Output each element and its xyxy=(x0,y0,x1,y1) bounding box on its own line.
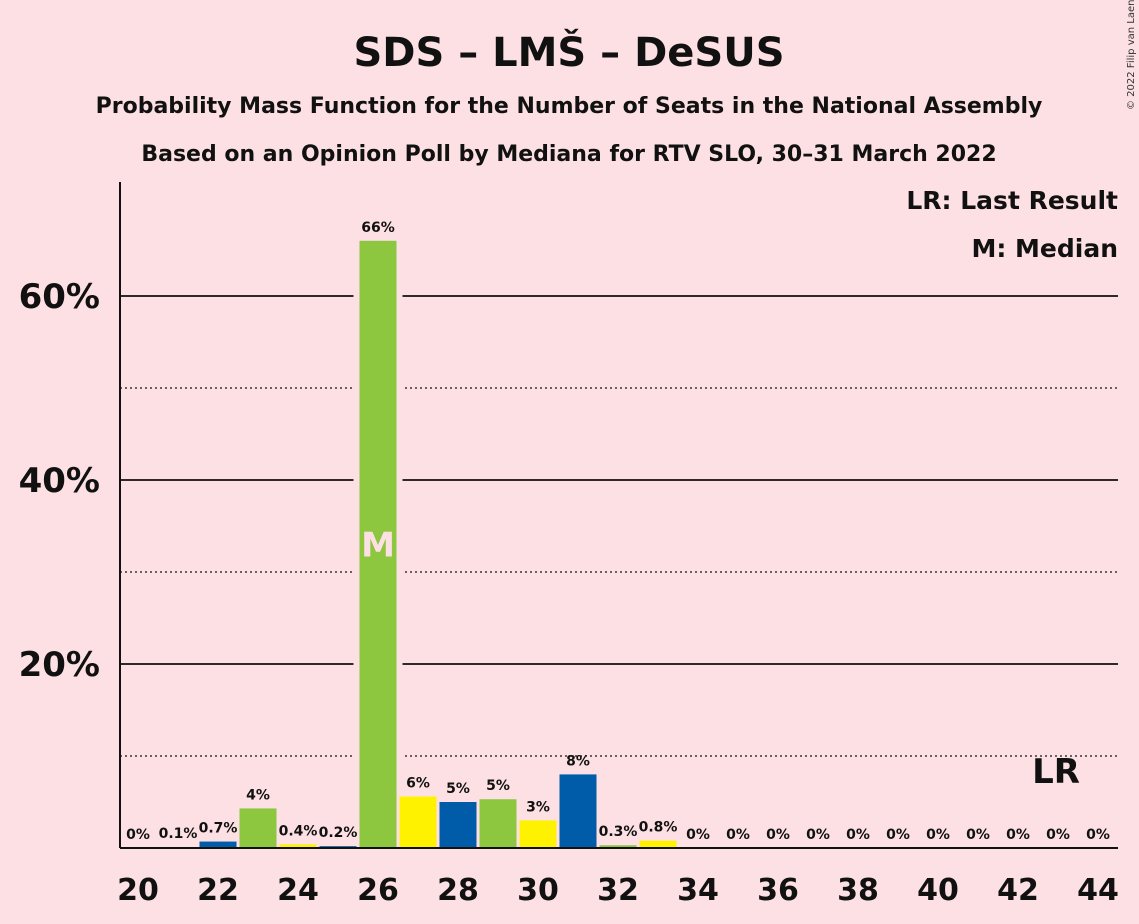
x-tick-label: 36 xyxy=(757,873,799,908)
x-tick-label: 34 xyxy=(677,873,719,908)
legend-last-result: LR: Last Result xyxy=(906,186,1118,215)
data-label-seat-42: 0% xyxy=(1006,827,1030,843)
data-label-seat-25: 0.2% xyxy=(319,825,358,841)
bar-seat-29 xyxy=(479,799,517,848)
x-tick-label: 40 xyxy=(917,873,959,908)
bar-seat-23 xyxy=(239,808,277,848)
data-label-seat-33: 0.8% xyxy=(639,820,678,836)
x-tick-label: 22 xyxy=(197,873,239,908)
data-label-seat-29: 5% xyxy=(486,778,510,794)
data-label-seat-27: 6% xyxy=(406,775,430,791)
bars xyxy=(159,240,677,849)
data-label-seat-39: 0% xyxy=(886,827,910,843)
y-tick-label: 40% xyxy=(19,461,100,501)
data-label-seat-26: 66% xyxy=(361,220,395,236)
x-tick-label: 26 xyxy=(357,873,399,908)
axes: 20% 40% 60% 20 22 24 26 28 30 32 34 36 38 40 42 44 xyxy=(19,182,1119,908)
x-tick-label: 20 xyxy=(117,873,159,908)
bar-seat-32 xyxy=(599,845,637,848)
bar-seat-28 xyxy=(439,802,477,848)
data-label-seat-41: 0% xyxy=(966,827,990,843)
chart-title: SDS – LMŠ – DeSUS xyxy=(353,28,784,76)
gridlines xyxy=(120,240,1118,849)
y-tick-label: 60% xyxy=(19,277,100,317)
x-tick-label: 38 xyxy=(837,873,879,908)
data-label-seat-34: 0% xyxy=(686,827,710,843)
chart-subtitle: Probability Mass Function for the Number… xyxy=(96,94,1043,119)
chart-subtitle-source: Based on an Opinion Poll by Mediana for … xyxy=(141,142,996,167)
data-label-seat-35: 0% xyxy=(726,827,750,843)
median-marker: M xyxy=(361,525,395,565)
data-label-seat-21: 0.1% xyxy=(159,826,198,842)
data-label-seat-32: 0.3% xyxy=(599,824,638,840)
data-label-seat-40: 0% xyxy=(926,827,950,843)
data-label-seat-38: 0% xyxy=(846,827,870,843)
legend-median: M: Median xyxy=(971,234,1118,263)
bar-seat-33 xyxy=(639,840,677,848)
copyright-text: © 2022 Filip van Laenen xyxy=(1126,0,1137,110)
x-tick-label: 32 xyxy=(597,873,639,908)
data-labels: 0% 0.1% 0.7% 4% 0.4% 0.2% 66% 6% 5% 5% 3% 8% 0.3% 0.8… xyxy=(126,220,1110,843)
data-label-seat-30: 3% xyxy=(526,799,550,815)
x-tick-label: 30 xyxy=(517,873,559,908)
bar-seat-30 xyxy=(519,820,557,848)
x-tick-label: 24 xyxy=(277,873,319,908)
x-tick-label: 28 xyxy=(437,873,479,908)
x-tick-label: 44 xyxy=(1077,873,1119,908)
data-label-seat-36: 0% xyxy=(766,827,790,843)
data-label-seat-22: 0.7% xyxy=(199,821,238,837)
data-label-seat-31: 8% xyxy=(566,753,590,769)
bar-seat-27 xyxy=(399,796,437,848)
data-label-seat-37: 0% xyxy=(806,827,830,843)
last-result-marker: LR xyxy=(1032,752,1080,792)
data-label-seat-43: 0% xyxy=(1046,827,1070,843)
bar-seat-24 xyxy=(279,844,317,848)
y-tick-label: 20% xyxy=(19,645,100,685)
bar-seat-31 xyxy=(559,774,597,848)
data-label-seat-44: 0% xyxy=(1086,827,1110,843)
data-label-seat-28: 5% xyxy=(446,781,470,797)
x-tick-label: 42 xyxy=(997,873,1039,908)
data-label-seat-23: 4% xyxy=(246,787,270,803)
bar-seat-26 xyxy=(359,240,397,849)
bar-seat-22 xyxy=(199,841,237,848)
data-label-seat-24: 0.4% xyxy=(279,823,318,839)
data-label-seat-20: 0% xyxy=(126,827,150,843)
